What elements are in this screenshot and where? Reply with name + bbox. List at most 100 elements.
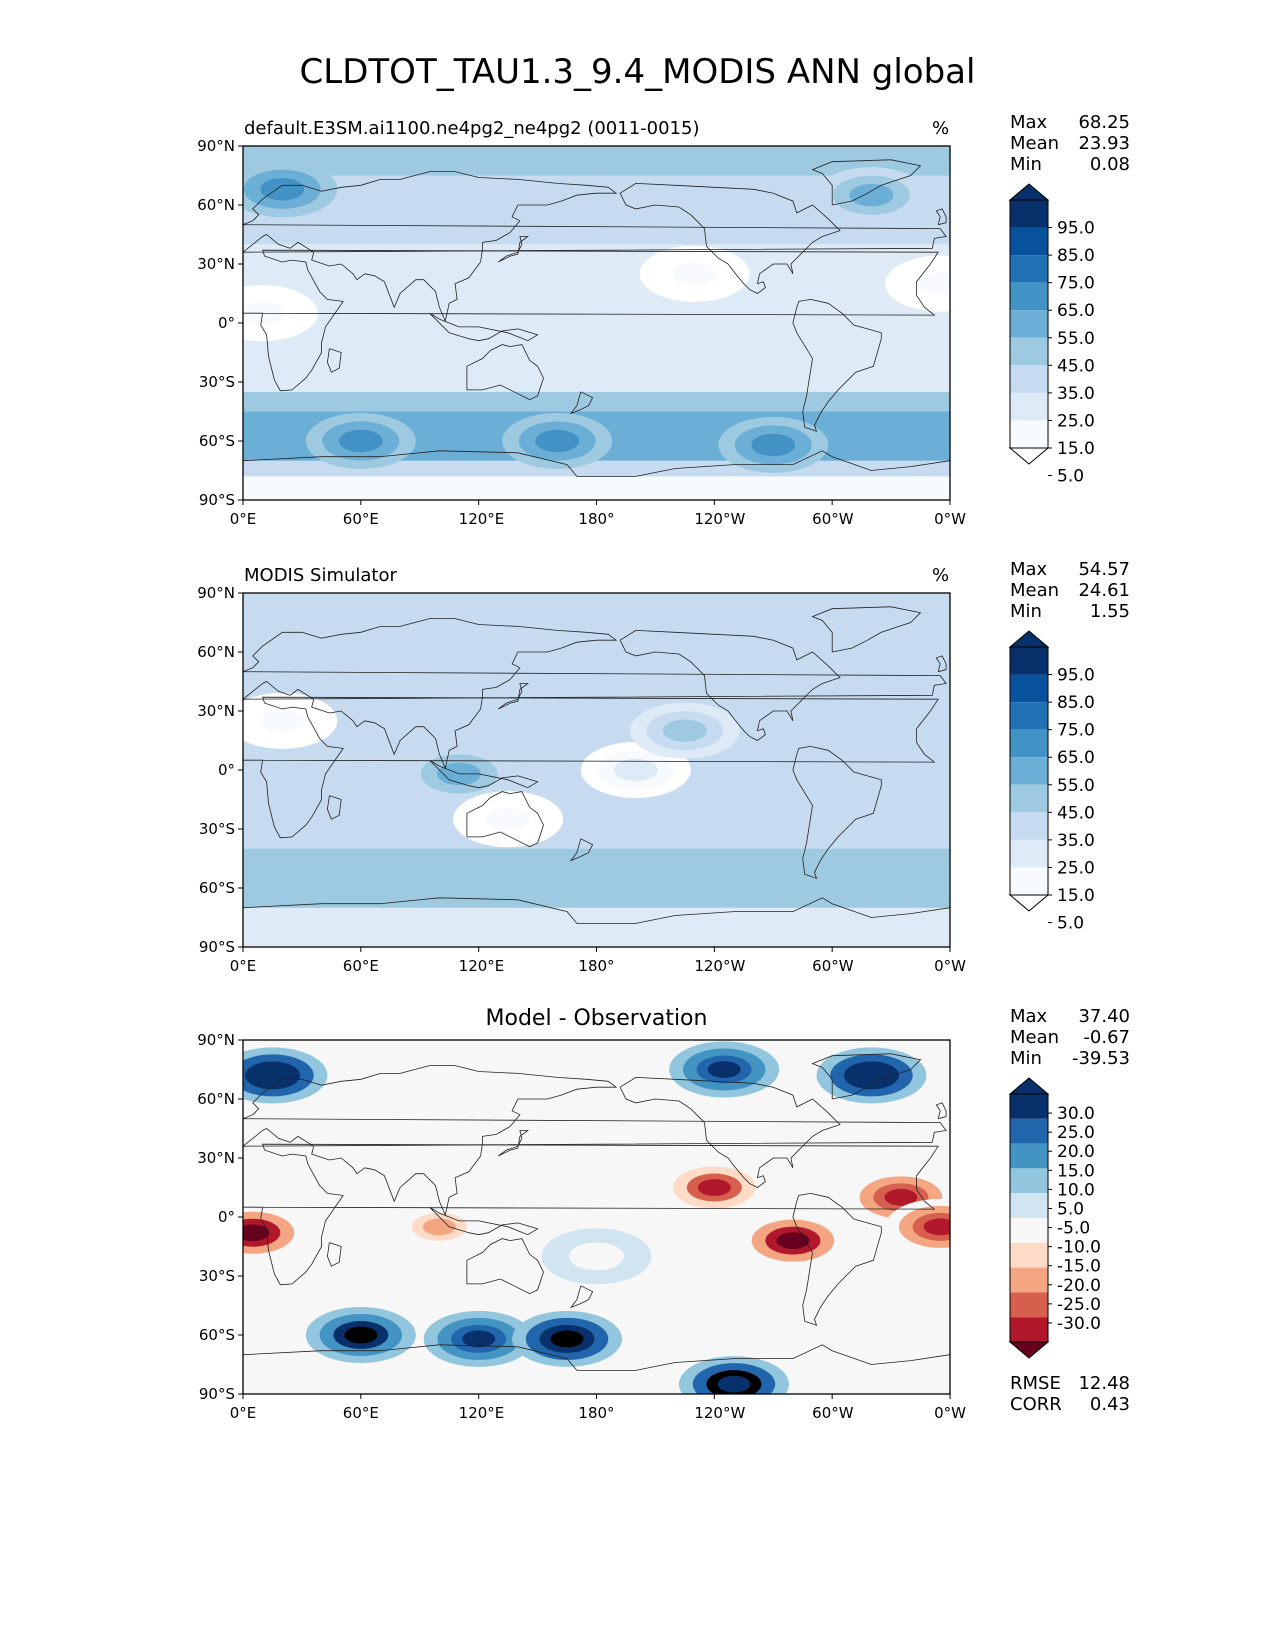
colorbar-label: 95.0 — [1057, 219, 1095, 239]
field-band — [243, 691, 950, 751]
colorbar-segment — [1010, 1193, 1048, 1218]
colorbar-label: 65.0 — [1057, 301, 1095, 321]
colorbar-segment — [1010, 812, 1048, 840]
colorbar-label: 55.0 — [1057, 329, 1095, 349]
colorbar-segment — [1010, 200, 1048, 228]
field-contour — [535, 429, 580, 453]
colorbar-segment — [1010, 1118, 1048, 1144]
x-tick-label: 0°W — [934, 510, 966, 528]
panel-2-units: % — [932, 565, 950, 586]
colorbar-label: 15.0 — [1057, 886, 1095, 906]
colorbar-segment — [1010, 1267, 1048, 1293]
coastline — [935, 655, 947, 673]
field-contour — [918, 272, 950, 295]
x-tick-label: 0°E — [229, 1404, 257, 1422]
colorbar-segment — [1010, 867, 1048, 895]
coastline — [243, 171, 947, 323]
field-contour — [849, 183, 894, 207]
coastline — [569, 1285, 594, 1309]
colorbar-label: 95.0 — [1057, 666, 1095, 686]
panel-1-max-value: 68.25 — [1078, 112, 1130, 133]
x-tick-label: 120°E — [458, 510, 505, 528]
coastline — [792, 745, 882, 879]
x-tick-label: 120°W — [694, 510, 746, 528]
colorbar-frame — [1009, 646, 1049, 896]
field-contour — [751, 433, 796, 457]
field-band — [243, 244, 950, 304]
colorbar-label: 45.0 — [1057, 803, 1095, 823]
y-tick-label: 60°S — [198, 432, 235, 450]
panel-2-min-value: 1.55 — [1089, 601, 1130, 622]
coastline — [243, 618, 947, 770]
y-tick-label: 60°N — [197, 643, 235, 661]
y-tick-label: 30°N — [197, 1149, 235, 1167]
colorbar-label: 15.0 — [1057, 439, 1095, 459]
coastline — [243, 450, 950, 477]
field-band — [243, 789, 950, 849]
colorbar-segment — [1010, 282, 1048, 311]
rmse-value: 12.48 — [1078, 1373, 1130, 1394]
coastline — [619, 182, 841, 294]
field-contour — [717, 1375, 751, 1393]
x-tick-label: 0°E — [229, 957, 257, 975]
colorbar-label: 5.0 — [1057, 914, 1084, 934]
colorbar-segment — [1010, 365, 1048, 393]
coastline — [619, 1076, 841, 1188]
coastline — [619, 629, 841, 741]
colorbar-label: 35.0 — [1057, 831, 1095, 851]
coastline — [243, 1065, 947, 1217]
panel-3-title: Model - Observation — [485, 1006, 708, 1031]
x-tick-label: 120°W — [694, 1404, 746, 1422]
field-layer — [243, 146, 950, 500]
x-tick-label: 0°W — [934, 957, 966, 975]
colorbar-label: 25.0 — [1057, 858, 1095, 878]
y-tick-label: 60°S — [198, 879, 235, 897]
rmse-label: RMSE — [1010, 1373, 1061, 1394]
colorbar-label: 5.0 — [1057, 1199, 1084, 1219]
field-band — [243, 848, 950, 908]
y-tick-label: 90°S — [198, 938, 235, 956]
x-tick-label: 180° — [578, 957, 615, 975]
x-tick-label: 120°W — [694, 957, 746, 975]
colorbar-segment — [1010, 255, 1048, 283]
panel-2-title: MODIS Simulator — [244, 565, 397, 586]
colorbar-frame — [1009, 1093, 1049, 1343]
coastline — [466, 791, 544, 848]
colorbar-segment — [1010, 1094, 1048, 1119]
field-contour — [854, 1067, 888, 1084]
field-contour — [486, 807, 531, 831]
field-band — [243, 146, 950, 176]
colorbar-segment — [1010, 420, 1048, 448]
field-band — [243, 476, 950, 500]
x-tick-label: 60°E — [342, 1404, 379, 1422]
x-tick-label: 120°E — [458, 1404, 505, 1422]
panel-2-max-label: Max — [1010, 559, 1048, 580]
x-tick-label: 180° — [578, 1404, 615, 1422]
panel-3-max-label: Max — [1010, 1006, 1048, 1027]
coastline — [498, 1130, 530, 1157]
panel-3-min-label: Min — [1010, 1048, 1042, 1069]
coastline — [429, 312, 539, 342]
field-contour — [707, 1061, 741, 1078]
panel-3-colorbar: 30.025.020.015.010.05.0-5.0-10.0-15.0-20… — [1008, 1077, 1101, 1359]
y-tick-label: 0° — [217, 1208, 235, 1226]
coastline — [498, 683, 530, 710]
coastline — [243, 1143, 939, 1286]
panel-1-map — [238, 145, 951, 505]
colorbar-segment — [1010, 1143, 1048, 1169]
field-layer — [243, 1040, 950, 1394]
colorbar-segment — [1010, 647, 1048, 675]
colorbar-segment — [1010, 1218, 1048, 1243]
y-tick-label: 60°N — [197, 196, 235, 214]
x-tick-label: 60°W — [812, 957, 854, 975]
panel-1-colorbar: 95.0 85.0 75.0 65.0 55.0 45.0 35.0 25.0 15.0 5.0 — [1008, 183, 1095, 487]
colorbar-label: 25.0 — [1057, 1123, 1095, 1143]
coastline — [326, 795, 342, 820]
panel-3-min-value: -39.53 — [1071, 1048, 1130, 1069]
coastline — [811, 606, 922, 653]
colorbar-segment — [1010, 1317, 1048, 1342]
field-layer — [243, 593, 950, 947]
field-contour — [613, 758, 658, 782]
field-band — [243, 593, 950, 692]
colorbar-label: 75.0 — [1057, 274, 1095, 294]
